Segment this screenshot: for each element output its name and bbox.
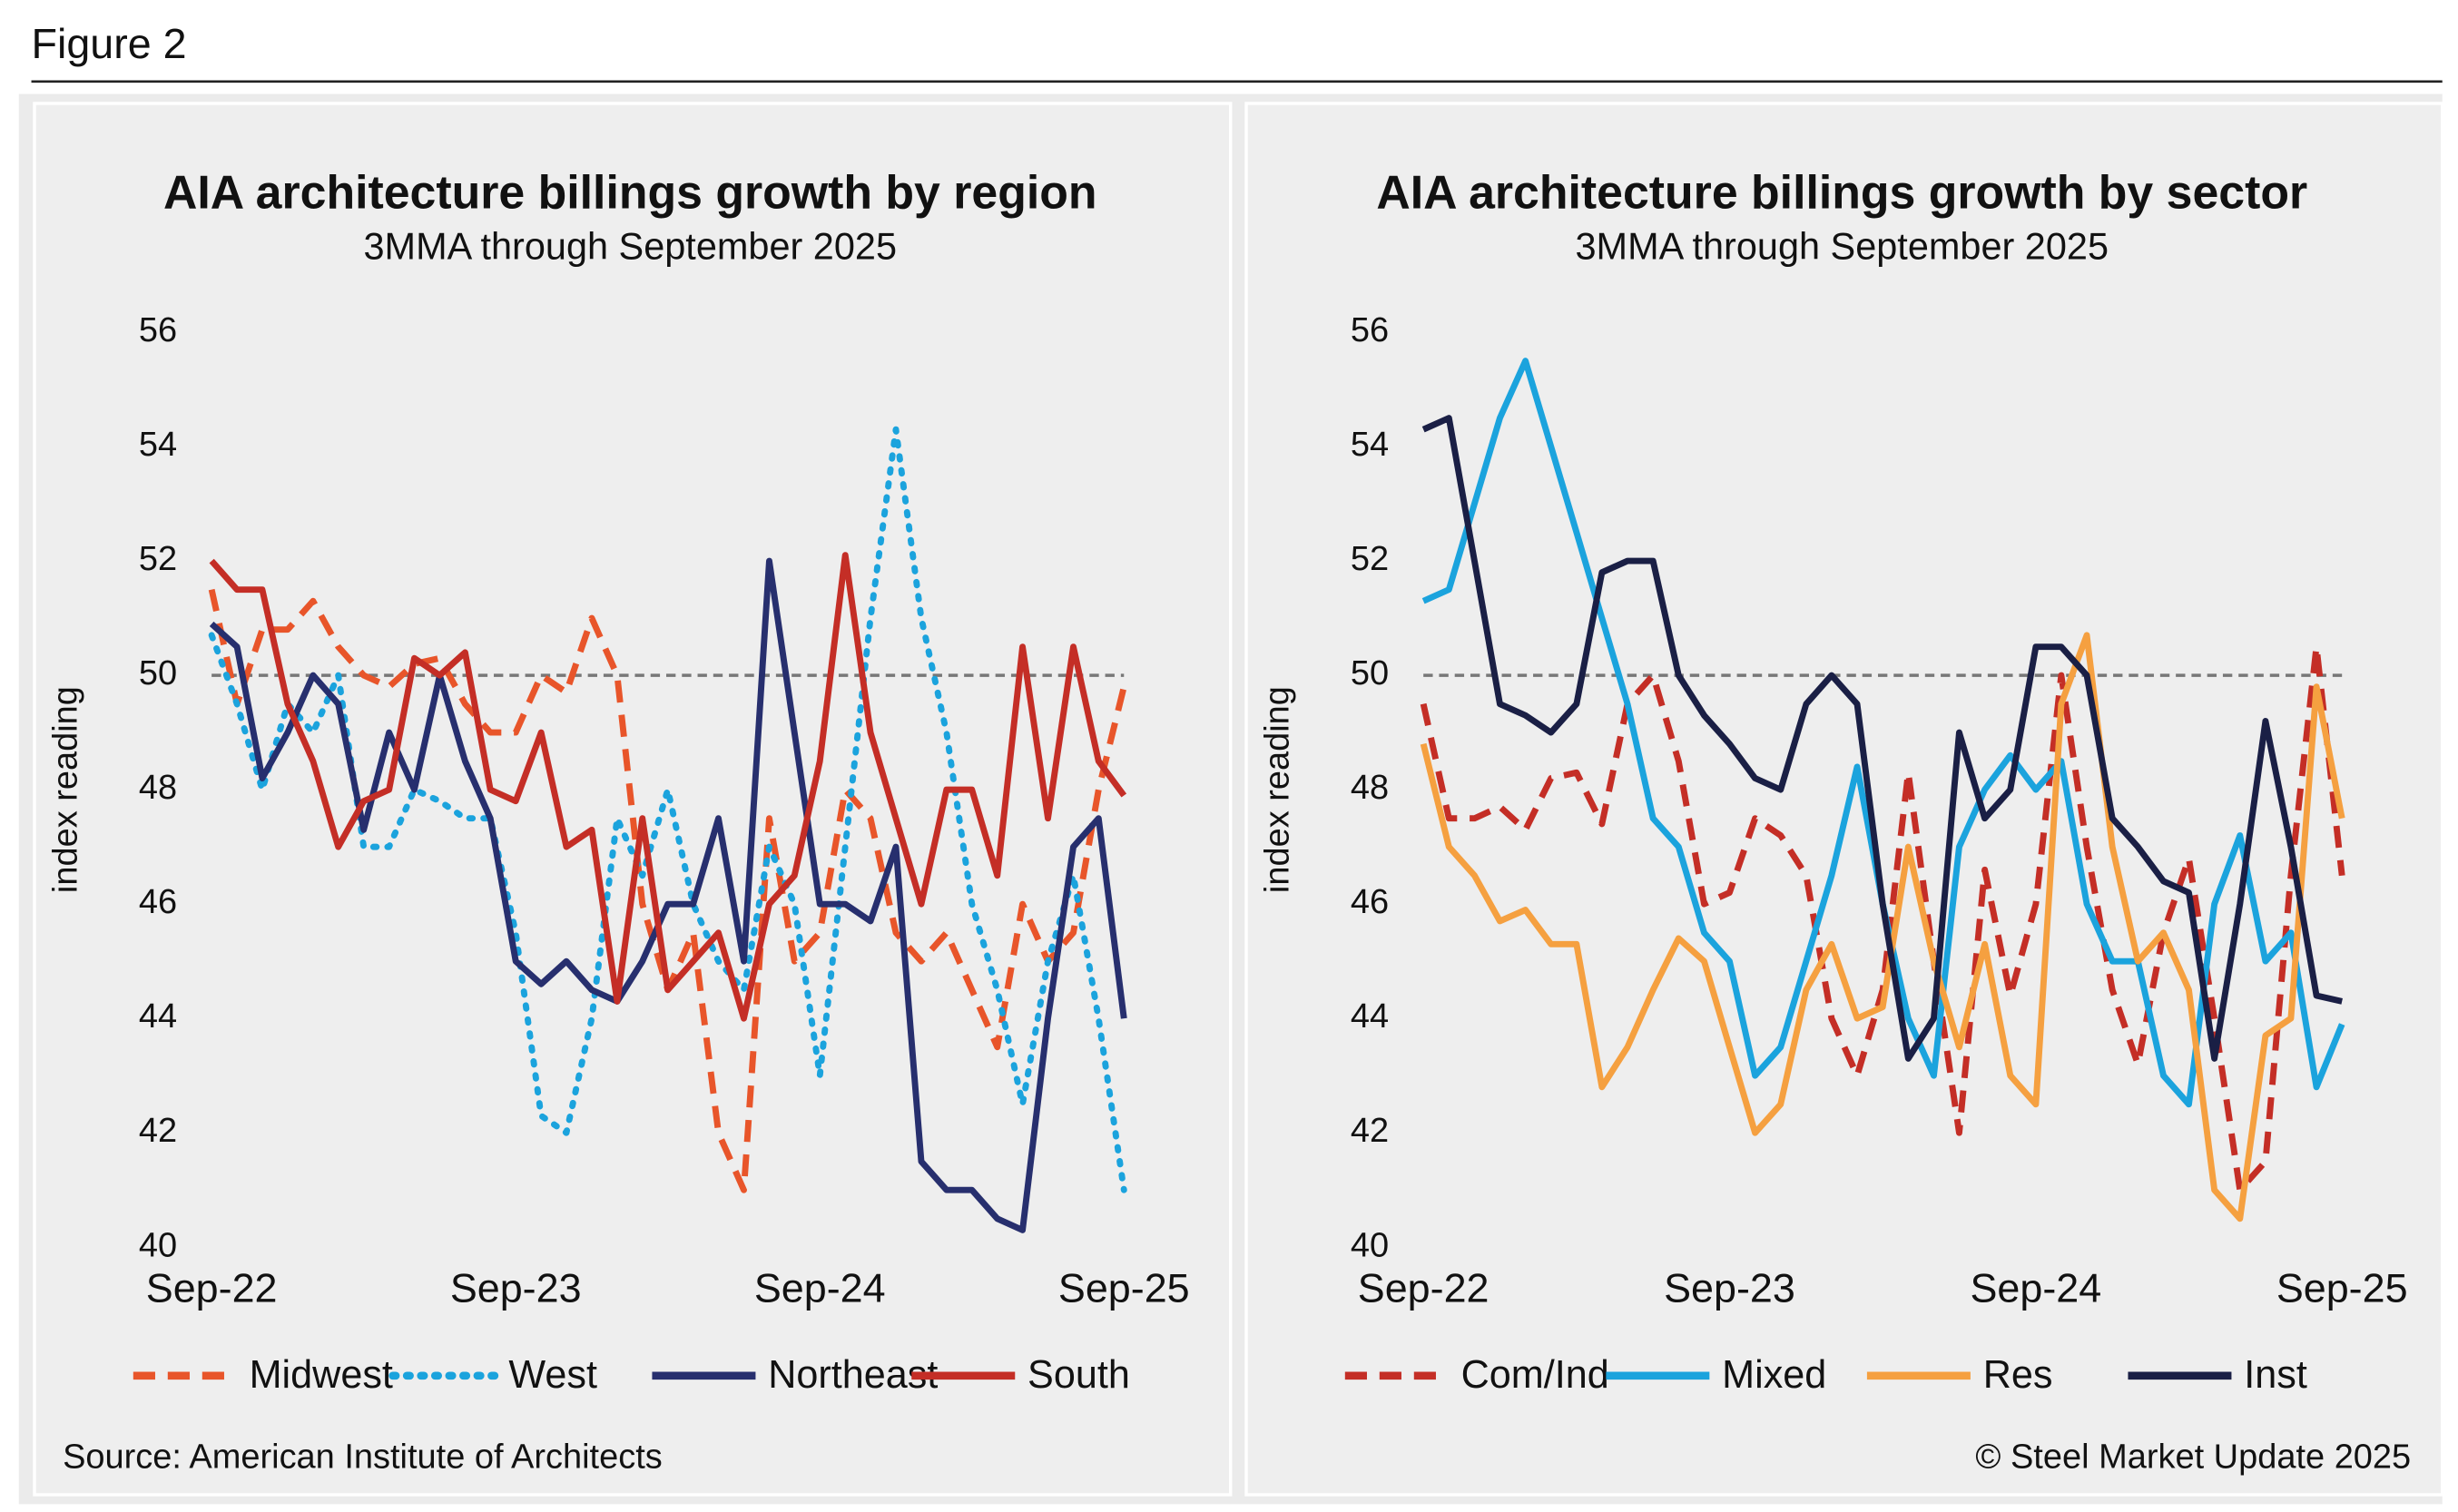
y-tick-label: 40 bbox=[139, 1226, 177, 1264]
legend-label: Res bbox=[1983, 1353, 2053, 1397]
y-axis-label: index reading bbox=[1258, 686, 1296, 893]
chart-subtitle: 3MMA through September 2025 bbox=[364, 224, 897, 267]
legend-label: Inst bbox=[2244, 1353, 2307, 1397]
y-tick-label: 48 bbox=[139, 769, 177, 807]
y-tick-label: 54 bbox=[1351, 426, 1389, 464]
x-tick-label: Sep-24 bbox=[754, 1264, 886, 1311]
y-tick-label: 40 bbox=[1351, 1226, 1389, 1264]
y-tick-label: 52 bbox=[139, 540, 177, 578]
chart-title: AIA architecture billings growth by sect… bbox=[1376, 165, 2307, 218]
copyright: © Steel Market Update 2025 bbox=[1975, 1438, 2411, 1476]
x-tick-label: Sep-22 bbox=[1358, 1264, 1490, 1311]
y-tick-label: 44 bbox=[139, 997, 177, 1036]
y-tick-label: 52 bbox=[1351, 540, 1389, 578]
x-tick-label: Sep-23 bbox=[450, 1264, 582, 1311]
y-tick-label: 44 bbox=[1351, 997, 1389, 1036]
legend-label: Com/Ind bbox=[1461, 1353, 1609, 1397]
x-tick-label: Sep-23 bbox=[1664, 1264, 1795, 1311]
x-tick-label: Sep-25 bbox=[2276, 1264, 2408, 1311]
y-tick-label: 50 bbox=[1351, 654, 1389, 692]
y-tick-label: 50 bbox=[139, 654, 177, 692]
y-tick-label: 54 bbox=[139, 426, 177, 464]
x-tick-label: Sep-24 bbox=[1970, 1264, 2101, 1311]
series-line bbox=[208, 426, 1127, 1193]
y-tick-label: 48 bbox=[1351, 769, 1389, 807]
y-tick-label: 56 bbox=[139, 311, 177, 349]
legend-label: West bbox=[508, 1353, 597, 1397]
y-tick-label: 42 bbox=[1351, 1112, 1389, 1150]
legend-label: Northeast bbox=[768, 1353, 938, 1397]
series-line bbox=[209, 552, 1127, 1022]
figure-label: Figure 2 bbox=[32, 20, 187, 67]
source: Source: American Institute of Architects bbox=[63, 1438, 663, 1476]
x-tick-label: Sep-22 bbox=[146, 1264, 278, 1311]
legend-label: Midwest bbox=[250, 1353, 393, 1397]
series-line bbox=[209, 557, 1127, 1233]
series-line bbox=[1421, 415, 2343, 1062]
y-tick-label: 46 bbox=[139, 883, 177, 921]
chart-title: AIA architecture billings growth by regi… bbox=[163, 165, 1097, 218]
y-tick-label: 46 bbox=[1351, 883, 1389, 921]
legend-label: South bbox=[1027, 1353, 1130, 1397]
right-panel bbox=[1244, 102, 2444, 1497]
x-tick-label: Sep-25 bbox=[1058, 1264, 1190, 1311]
series-line bbox=[1420, 632, 2345, 1222]
y-axis-label: index reading bbox=[46, 686, 84, 893]
y-tick-label: 42 bbox=[139, 1112, 177, 1150]
y-tick-label: 56 bbox=[1351, 311, 1389, 349]
legend-label: Mixed bbox=[1722, 1353, 1826, 1397]
chart-subtitle: 3MMA through September 2025 bbox=[1576, 224, 2109, 267]
